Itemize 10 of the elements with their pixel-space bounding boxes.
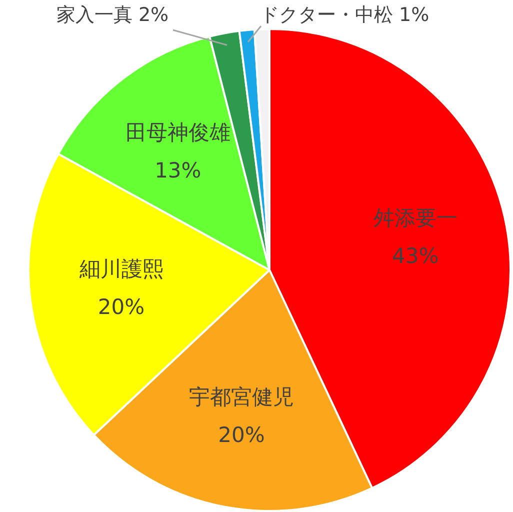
slice-label: ドクター・中松 1% bbox=[260, 4, 430, 26]
data-label: 20% bbox=[98, 295, 145, 320]
data-label: 20% bbox=[218, 423, 265, 448]
slice-label: 舛添要一 bbox=[373, 206, 458, 230]
slice-label: 田母神俊雄 bbox=[125, 120, 230, 144]
slice-label: 細川護熙 bbox=[78, 257, 164, 282]
data-label: 43% bbox=[392, 244, 439, 268]
data-label: 13% bbox=[154, 158, 202, 182]
slice-label: 家入一真 2% bbox=[56, 4, 169, 26]
slice-label: 宇都宮健児 bbox=[189, 385, 294, 410]
